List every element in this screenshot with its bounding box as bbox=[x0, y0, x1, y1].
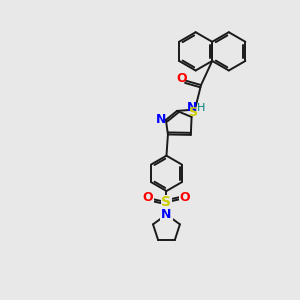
Text: N: N bbox=[155, 112, 166, 125]
Text: O: O bbox=[180, 191, 190, 204]
Text: H: H bbox=[197, 103, 205, 113]
Text: N: N bbox=[161, 208, 172, 221]
Text: S: S bbox=[161, 195, 172, 209]
Text: N: N bbox=[186, 101, 197, 114]
Text: O: O bbox=[142, 191, 153, 204]
Text: O: O bbox=[176, 72, 187, 85]
Text: N: N bbox=[161, 208, 172, 221]
Text: S: S bbox=[189, 106, 198, 119]
